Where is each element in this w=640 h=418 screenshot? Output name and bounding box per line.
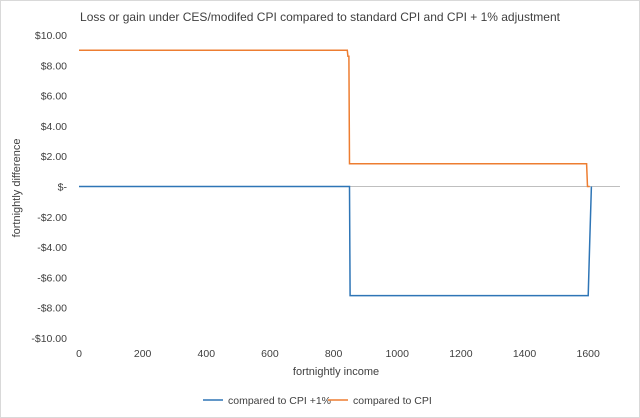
y-tick-label: $4.00 — [41, 121, 67, 133]
y-axis-title: fortnightly difference — [11, 139, 23, 238]
y-tick-label: $6.00 — [41, 91, 67, 103]
x-tick-label: 1600 — [576, 348, 600, 360]
y-tick-label: $8.00 — [41, 60, 67, 72]
x-axis-title: fortnightly income — [293, 366, 379, 378]
y-tick-label: -$2.00 — [37, 212, 67, 224]
y-tick-label: $- — [58, 182, 68, 194]
y-tick-label: $2.00 — [41, 151, 67, 163]
x-tick-label: 200 — [134, 348, 152, 360]
legend-label: compared to CPI — [353, 395, 432, 407]
legend-label: compared to CPI +1% — [228, 395, 331, 407]
series-line-1 — [79, 185, 593, 297]
legend: compared to CPI +1% compared to CPI — [203, 395, 432, 407]
x-tick-label: 0 — [76, 348, 82, 360]
x-tick-label: 1200 — [449, 348, 473, 360]
x-axis-ticks: 0 200 400 600 800 1000 1200 1400 1600 — [76, 348, 600, 360]
x-tick-label: 400 — [198, 348, 216, 360]
x-tick-label: 800 — [325, 348, 343, 360]
chart-title: Loss or gain under CES/modifed CPI compa… — [80, 10, 561, 24]
series-line-2 — [79, 49, 590, 188]
x-tick-label: 600 — [261, 348, 279, 360]
y-tick-label: -$10.00 — [31, 333, 67, 345]
x-tick-label: 1400 — [513, 348, 537, 360]
y-tick-label: $10.00 — [35, 30, 67, 42]
y-tick-label: -$6.00 — [37, 272, 67, 284]
series-group — [79, 49, 593, 297]
y-axis-ticks: $10.00 $8.00 $6.00 $4.00 $2.00 $- -$2.00 -$4.00… — [31, 30, 67, 345]
x-tick-label: 1000 — [386, 348, 410, 360]
y-tick-label: -$8.00 — [37, 303, 67, 315]
y-tick-label: -$4.00 — [37, 242, 67, 254]
